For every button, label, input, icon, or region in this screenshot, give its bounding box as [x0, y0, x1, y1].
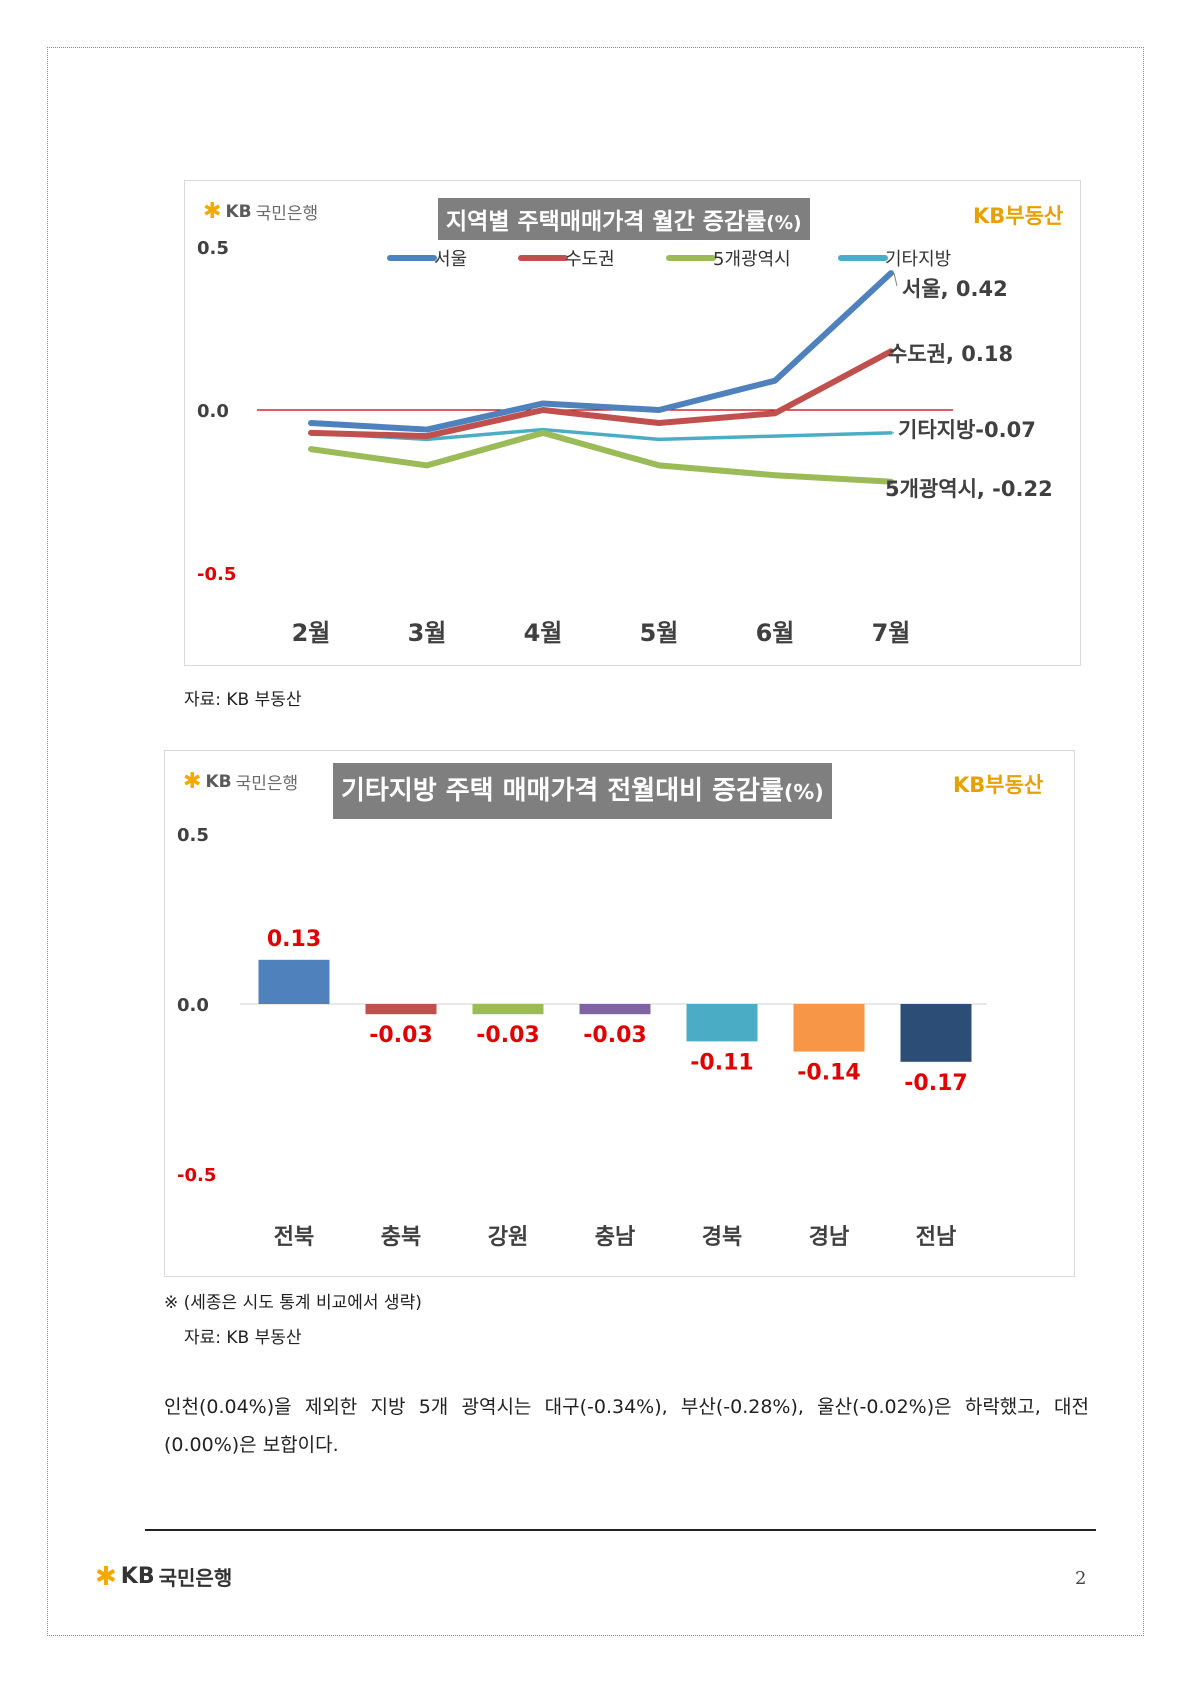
- kb-star-icon: ✱: [95, 1561, 117, 1592]
- series-end-label: 5개광역시, -0.22: [885, 477, 1053, 501]
- x-tick-label: 7월: [872, 619, 911, 647]
- x-tick-label: 강원: [488, 1225, 528, 1250]
- y-tick-label: 0.5: [177, 825, 209, 846]
- kb-star-icon: ✱: [183, 768, 202, 794]
- line-chart-title-unit: (%): [766, 213, 802, 234]
- y-tick-label: -0.5: [197, 564, 236, 585]
- bar: [258, 959, 330, 1004]
- x-tick-label: 경북: [702, 1225, 742, 1250]
- page-border: [47, 47, 1144, 1636]
- bar-value-label: 0.13: [267, 927, 321, 952]
- bar: [686, 1004, 758, 1042]
- x-tick-label: 6월: [756, 619, 795, 647]
- legend-label: 5개광역시: [713, 249, 791, 270]
- bar: [900, 1004, 972, 1062]
- bar-value-label: -0.14: [797, 1061, 860, 1086]
- kb-star-icon: ✱: [203, 198, 222, 224]
- line-chart-title-text: 지역별 주택매매가격 월간 증감률: [446, 209, 767, 235]
- series-line: [308, 348, 894, 440]
- x-tick-label: 전남: [916, 1225, 956, 1250]
- kb-realty-logo: KB부동산: [973, 204, 1064, 228]
- footer-bank-name: 국민은행: [158, 1566, 233, 1590]
- bar-value-label: -0.03: [583, 1023, 646, 1048]
- bar-chart-title: 기타지방 주택 매매가격 전월대비 증감률(%): [333, 763, 832, 819]
- bar: [365, 1004, 437, 1015]
- x-tick-label: 4월: [524, 619, 563, 647]
- bar: [793, 1004, 865, 1052]
- kb-realty-logo-2: KB부동산: [953, 773, 1044, 797]
- bar-value-label: -0.03: [476, 1023, 539, 1048]
- bar-value-label: -0.11: [690, 1050, 753, 1075]
- body-paragraph: 인천(0.04%)을 제외한 지방 5개 광역시는 대구(-0.34%), 부산…: [164, 1396, 1089, 1456]
- bar: [579, 1004, 651, 1015]
- line-chart-svg: 0.5 0.0 -0.5 서울 수도권 5개광역시 기타지방 2월 3월 4월 5월 6월 7월 서울, …: [197, 238, 1053, 647]
- bar-chart-svg: 0.5 0.0 -0.5 0.13 전북 -0.03 충북 -0.03 강원 -0.03 충남 -0.…: [177, 825, 987, 1250]
- legend-label: 서울: [434, 249, 467, 270]
- bar: [472, 1004, 544, 1015]
- x-tick-label: 충남: [595, 1225, 635, 1250]
- line-chart-title: 지역별 주택매매가격 월간 증감률(%): [438, 198, 810, 240]
- page-number: 2: [1075, 1568, 1087, 1589]
- x-tick-label: 3월: [408, 619, 447, 647]
- source-note-1: 자료: KB 부동산: [184, 690, 302, 710]
- y-tick-label: 0.0: [197, 401, 229, 422]
- x-tick-label: 5월: [640, 619, 679, 647]
- bar-chart-title-unit: (%): [783, 780, 824, 804]
- legend-label: 기타지방: [885, 249, 951, 270]
- y-tick-label: -0.5: [177, 1165, 216, 1186]
- kb-bank-kb: KB: [225, 201, 252, 222]
- data-label-leader: [893, 272, 898, 287]
- x-tick-label: 충북: [381, 1225, 421, 1250]
- kb-bank-name: 국민은행: [255, 204, 319, 224]
- bar-chart-title-text: 기타지방 주택 매매가격 전월대비 증감률: [341, 776, 784, 806]
- kb-bank-logo: ✱ KB 국민은행: [203, 199, 318, 224]
- bar-value-label: -0.17: [904, 1071, 967, 1096]
- y-tick-label: 0.5: [197, 238, 229, 259]
- x-tick-label: 경남: [809, 1225, 849, 1250]
- series-line: [308, 270, 894, 433]
- kb-bank-logo-2: ✱ KB 국민은행: [183, 769, 298, 794]
- kb-bank-name: 국민은행: [235, 774, 299, 794]
- y-tick-label: 0.0: [177, 995, 209, 1016]
- bar-chart-panel: ✱ KB 국민은행 기타지방 주택 매매가격 전월대비 증감률(%) KB부동산…: [164, 750, 1075, 1277]
- footer-kb-logo: ✱ KB 국민은행: [95, 1562, 232, 1591]
- footer-kb-text: KB: [120, 1564, 155, 1589]
- x-tick-label: 2월: [292, 619, 331, 647]
- series-line: [308, 429, 894, 485]
- kb-bank-kb: KB: [205, 771, 232, 792]
- exclusion-note: ※ (세종은 시도 통계 비교에서 생략): [164, 1293, 422, 1313]
- source-note-2: 자료: KB 부동산: [184, 1328, 302, 1348]
- line-chart-panel: ✱ KB 국민은행 지역별 주택매매가격 월간 증감률(%) KB부동산 0.5…: [184, 180, 1081, 666]
- x-tick-label: 전북: [274, 1225, 314, 1250]
- series-end-label: 기타지방-0.07: [898, 418, 1036, 442]
- legend-label: 수도권: [565, 249, 615, 270]
- series-end-label: 수도권, 0.18: [888, 342, 1013, 366]
- footer-divider: [145, 1529, 1096, 1531]
- series-end-label: 서울, 0.42: [902, 277, 1008, 301]
- bar-value-label: -0.03: [369, 1023, 432, 1048]
